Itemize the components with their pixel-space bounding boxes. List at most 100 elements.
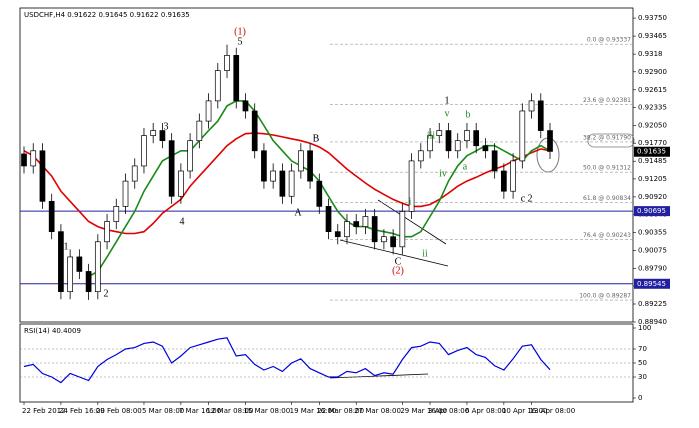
x-tick-label: 10 Apr 16:00 <box>502 407 548 415</box>
candle-body <box>325 206 332 233</box>
rsi-line <box>23 337 551 384</box>
candle-body <box>547 130 553 152</box>
wave-label: B <box>313 133 320 144</box>
candle-body <box>288 170 295 197</box>
fib-label: 76.4 @ 0.90243 <box>583 232 631 239</box>
y-tick-label: 0.91205 <box>638 175 667 183</box>
y-tick-label: 0.9318 <box>638 50 663 58</box>
fib-label: 61.8 @ 0.90834 <box>583 195 631 202</box>
candle-body <box>501 170 507 192</box>
candle-body <box>408 160 415 212</box>
candle-body <box>353 221 360 227</box>
x-tick-label: 3 Apr 08:00 <box>428 407 469 415</box>
candle-body <box>251 110 258 152</box>
price-label: 0.91635 <box>637 148 666 156</box>
wave-label: ii <box>422 248 428 259</box>
wave-label: (2) <box>392 265 404 276</box>
wave-label: iii <box>427 130 436 141</box>
y-tick-label: 0.93750 <box>638 14 667 22</box>
candle-body <box>85 271 92 293</box>
price-label-box <box>634 278 670 289</box>
trend-line <box>339 239 449 267</box>
candle-body <box>150 130 157 136</box>
candle-body <box>30 150 37 167</box>
wave-label: (1) <box>234 26 246 37</box>
candle-body <box>344 221 350 238</box>
highlight-box <box>587 133 635 148</box>
moving-average <box>23 132 551 235</box>
candle-body <box>261 150 267 182</box>
wave-label: 1 <box>445 95 450 106</box>
candle-body <box>224 55 230 71</box>
candle-body <box>94 241 101 293</box>
y-tick-label: 0.93465 <box>638 32 667 40</box>
candle-body <box>464 130 470 142</box>
candle-body <box>390 236 396 248</box>
candle-body <box>21 153 27 167</box>
y-tick-label: 0.92900 <box>638 68 667 76</box>
candle-body <box>473 130 480 147</box>
trend-line <box>377 199 447 245</box>
candle-body <box>141 135 147 167</box>
wave-label: b <box>466 109 471 120</box>
candle-body <box>279 170 286 197</box>
wave-label: A <box>294 207 302 218</box>
price-label-box <box>634 146 670 157</box>
candle-body <box>168 140 175 197</box>
y-tick-label: 0.91770 <box>638 139 667 147</box>
x-tick-label: 5 Mar 08:00 <box>142 407 184 415</box>
y-tick-label: 0.92050 <box>638 122 667 130</box>
rsi-panel <box>19 323 634 403</box>
wave-label: v <box>445 108 450 119</box>
y-tick-label: 0.88940 <box>638 318 667 326</box>
fib-label: 50.0 @ 0.91312 <box>583 165 631 172</box>
candle-body <box>362 216 369 227</box>
y-tick-label: 70 <box>638 345 647 353</box>
candle-body <box>297 150 304 172</box>
y-tick-label: 0.92335 <box>638 104 667 112</box>
x-tick-label: 24 Feb 16:00 <box>59 407 105 415</box>
candle-body <box>528 100 535 112</box>
x-tick-label: 15 Mar 08:00 <box>243 407 290 415</box>
wave-label: i <box>409 196 412 207</box>
y-tick-label: 100 <box>638 324 651 332</box>
y-tick-label: 30 <box>638 373 647 381</box>
candle-body <box>334 231 341 238</box>
x-tick-label: 29 Feb 08:00 <box>96 407 142 415</box>
candle-body <box>76 256 83 272</box>
rsi-title: RSI(14) 40.4009 <box>24 327 81 335</box>
y-tick-label: 50 <box>638 359 647 367</box>
rsi-trend-line <box>329 373 429 379</box>
candle-body <box>242 100 249 112</box>
candle-body <box>187 140 193 172</box>
wave-label: a <box>463 161 468 172</box>
candle-body <box>122 180 129 207</box>
fib-label: 23.6 @ 0.92381 <box>583 97 631 104</box>
candle-body <box>113 206 120 222</box>
price-panel <box>19 7 634 323</box>
candle-body <box>445 130 452 152</box>
y-tick-label: 0.92615 <box>638 86 667 94</box>
x-tick-label: 22 Feb 2012 <box>22 407 66 415</box>
price-label: 0.89545 <box>637 280 666 288</box>
candle-body <box>104 221 110 243</box>
wave-label: iv <box>439 168 447 179</box>
candle-body <box>48 200 55 233</box>
candle-body <box>178 170 184 197</box>
price-label-box <box>634 206 670 217</box>
y-tick-label: 0.89225 <box>638 300 667 308</box>
candle-body <box>131 165 138 182</box>
candle-body <box>491 150 498 172</box>
candle-body <box>417 150 424 162</box>
y-tick-label: 0.90920 <box>638 193 667 201</box>
x-tick-label: 19 Mar 16:00 <box>290 407 337 415</box>
candle-body <box>371 216 378 243</box>
candle-body <box>196 120 203 142</box>
candle-body <box>482 145 489 152</box>
wave-label: 3 <box>164 121 169 132</box>
x-tick-label: 7 Mar 16:00 <box>179 407 221 415</box>
candle-body <box>67 256 73 293</box>
candle-body <box>427 135 433 152</box>
